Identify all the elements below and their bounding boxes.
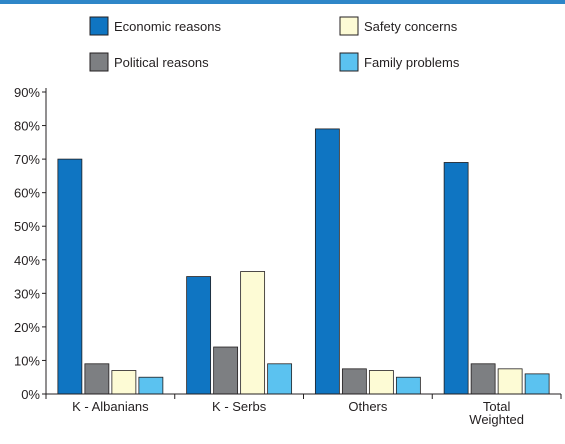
bar-political-reasons-others bbox=[341, 368, 367, 395]
chart-legend: Economic reasons Safety concerns Political… bbox=[89, 16, 460, 72]
legend-label-political-reasons: Political reasons bbox=[114, 55, 209, 70]
bar-family-problems-total-weighted bbox=[524, 373, 550, 395]
bar-economic-reasons-total-weighted bbox=[443, 162, 469, 395]
x-axis-ticks: K - Albanians K - Serbs Others Total Weighte… bbox=[45, 394, 562, 427]
bar-family-problems-k-serbs bbox=[267, 363, 293, 395]
y-tick-label: 10% bbox=[14, 353, 40, 368]
y-axis-ticks: 0% 10% 20% 30% 40% 50% 60% 70% 80% 90% bbox=[14, 85, 46, 402]
legend-swatch-political-reasons bbox=[89, 52, 109, 72]
legend-swatch-safety-concerns bbox=[339, 16, 359, 36]
y-tick-label: 80% bbox=[14, 119, 40, 134]
y-tick-label: 90% bbox=[14, 85, 40, 100]
legend-label-family-problems: Family problems bbox=[364, 55, 460, 70]
bar-safety-concerns-others bbox=[368, 370, 394, 395]
y-tick-label: 30% bbox=[14, 286, 40, 301]
bar-economic-reasons-k-serbs bbox=[186, 276, 212, 395]
plot-area: 0% 10% 20% 30% 40% 50% 60% 70% 80% 90% K - Albani… bbox=[14, 85, 562, 427]
x-tick-label-k-serbs: K - Serbs bbox=[212, 399, 267, 414]
legend-swatch-family-problems bbox=[339, 52, 359, 72]
bar-family-problems-others bbox=[395, 376, 421, 395]
legend-label-economic-reasons: Economic reasons bbox=[114, 19, 221, 34]
bar-economic-reasons-others bbox=[314, 128, 340, 395]
bar-safety-concerns-k-albanians bbox=[111, 370, 137, 395]
bar-political-reasons-total-weighted bbox=[470, 363, 496, 395]
legend-swatch-economic-reasons bbox=[89, 16, 109, 36]
bar-safety-concerns-total-weighted bbox=[497, 368, 523, 395]
y-tick-label: 0% bbox=[21, 387, 40, 402]
bar-family-problems-k-albanians bbox=[138, 376, 164, 395]
y-tick-label: 40% bbox=[14, 253, 40, 268]
y-tick-label: 50% bbox=[14, 219, 40, 234]
top-accent-rule bbox=[0, 0, 565, 4]
y-tick-label: 60% bbox=[14, 186, 40, 201]
bar-political-reasons-k-serbs bbox=[213, 346, 239, 395]
x-tick-label-total-weighted: Total Weighted bbox=[469, 399, 524, 427]
bars-group bbox=[57, 128, 550, 395]
y-tick-label: 70% bbox=[14, 152, 40, 167]
x-tick-label-k-albanians: K - Albanians bbox=[72, 399, 149, 414]
legend-label-safety-concerns: Safety concerns bbox=[364, 19, 458, 34]
axes-group bbox=[45, 88, 561, 395]
x-tick-label-others: Others bbox=[348, 399, 388, 414]
bar-economic-reasons-k-albanians bbox=[57, 158, 83, 395]
y-tick-label: 20% bbox=[14, 320, 40, 335]
bar-safety-concerns-k-serbs bbox=[240, 271, 266, 395]
bar-political-reasons-k-albanians bbox=[84, 363, 110, 395]
